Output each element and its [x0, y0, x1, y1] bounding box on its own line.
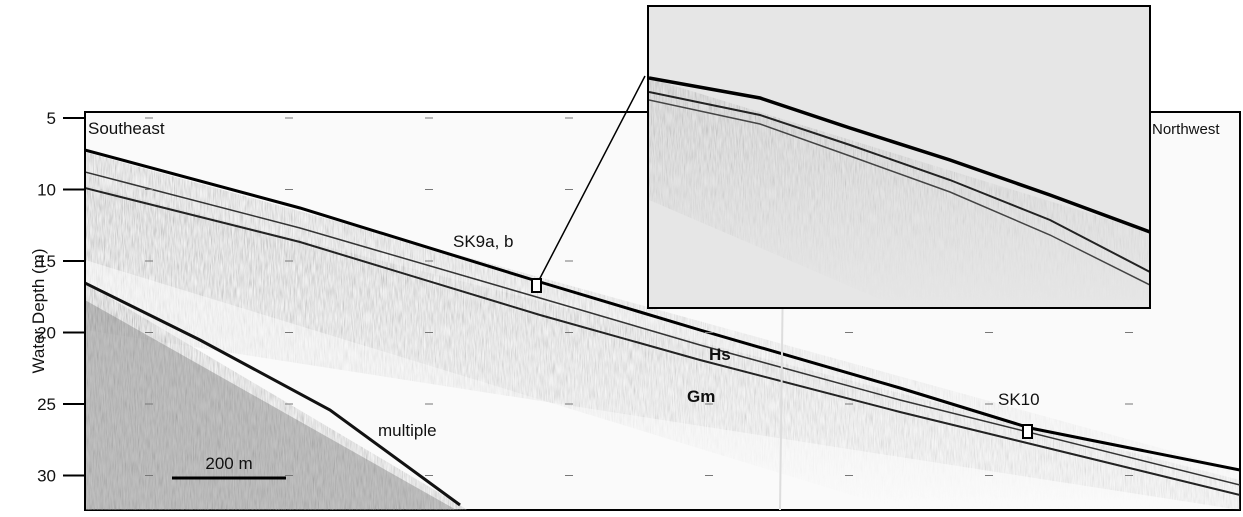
core-box: [531, 278, 542, 293]
y-tick-label: 5: [47, 109, 56, 128]
direction-label: Northwest: [1152, 121, 1220, 138]
core-label: SK10: [998, 390, 1040, 409]
y-tick-label: 15: [37, 252, 56, 271]
y-tick-label: 30: [37, 467, 56, 486]
y-axis: 5 10 15 20 25 30: [37, 109, 85, 486]
y-tick-label: 10: [37, 181, 56, 200]
unit-label: Gm: [687, 387, 715, 406]
scale-bar-label: 200 m: [205, 454, 252, 473]
core-box: [1022, 424, 1033, 439]
y-tick-label: 20: [37, 324, 56, 343]
y-axis-label: Water Depth (m): [29, 248, 48, 373]
connector: [537, 75, 646, 283]
core-label: SK9a, b: [453, 232, 514, 251]
multiple-label: multiple: [378, 421, 437, 440]
inset-profile: [649, 76, 1149, 307]
unit-label: Hs: [709, 345, 731, 364]
direction-label: Southeast: [88, 119, 165, 138]
y-tick-label: 25: [37, 395, 56, 414]
